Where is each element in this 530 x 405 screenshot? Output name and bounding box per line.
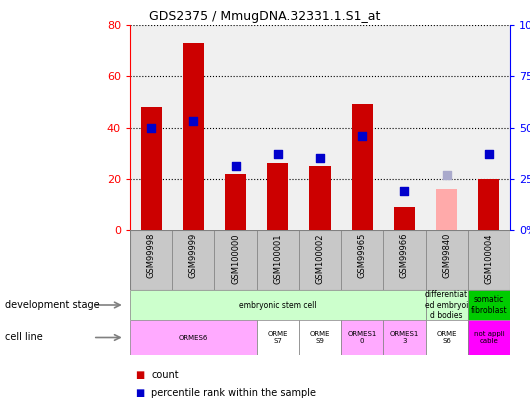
- Text: GDS2375 / MmugDNA.32331.1.S1_at: GDS2375 / MmugDNA.32331.1.S1_at: [149, 10, 381, 23]
- Bar: [426, 290, 468, 320]
- Bar: [341, 320, 383, 355]
- Bar: [426, 320, 468, 355]
- Bar: [299, 320, 341, 355]
- Text: ORME
S7: ORME S7: [268, 331, 288, 344]
- Point: [400, 188, 409, 194]
- Text: ■: ■: [135, 388, 145, 398]
- Bar: [140, 107, 162, 230]
- Text: percentile rank within the sample: percentile rank within the sample: [151, 388, 316, 398]
- Bar: [383, 230, 426, 290]
- Point: [484, 151, 493, 158]
- Point: [147, 124, 155, 131]
- Bar: [436, 189, 457, 230]
- Text: not appli
cable: not appli cable: [473, 331, 504, 344]
- Text: ORME
S6: ORME S6: [436, 331, 457, 344]
- Text: count: count: [151, 370, 179, 380]
- Text: GSM99999: GSM99999: [189, 233, 198, 278]
- Bar: [257, 230, 299, 290]
- Text: ORMES1
0: ORMES1 0: [348, 331, 377, 344]
- Text: GSM99965: GSM99965: [358, 233, 367, 278]
- Text: embryonic stem cell: embryonic stem cell: [239, 301, 316, 309]
- Point: [273, 151, 282, 158]
- Bar: [299, 230, 341, 290]
- Text: GSM100004: GSM100004: [484, 233, 493, 284]
- Point: [443, 171, 451, 178]
- Bar: [225, 174, 246, 230]
- Bar: [130, 230, 172, 290]
- Text: ORMES6: ORMES6: [179, 335, 208, 341]
- Text: ORMES1
3: ORMES1 3: [390, 331, 419, 344]
- Point: [231, 163, 240, 170]
- Bar: [267, 163, 288, 230]
- Text: ■: ■: [135, 370, 145, 380]
- Bar: [172, 230, 215, 290]
- Bar: [352, 104, 373, 230]
- Text: cell line: cell line: [5, 333, 43, 343]
- Point: [358, 132, 366, 139]
- Text: GSM99840: GSM99840: [442, 233, 451, 278]
- Bar: [257, 320, 299, 355]
- Bar: [479, 179, 499, 230]
- Bar: [426, 230, 468, 290]
- Bar: [394, 207, 415, 230]
- Point: [189, 118, 198, 125]
- Text: GSM100000: GSM100000: [231, 233, 240, 284]
- Text: development stage: development stage: [5, 300, 100, 310]
- Text: GSM99998: GSM99998: [147, 233, 156, 278]
- Text: somatic
fibroblast: somatic fibroblast: [471, 295, 507, 315]
- Bar: [130, 320, 257, 355]
- Bar: [468, 320, 510, 355]
- Bar: [383, 320, 426, 355]
- Bar: [310, 166, 331, 230]
- Bar: [468, 230, 510, 290]
- Text: GSM99966: GSM99966: [400, 233, 409, 279]
- Text: differentiat
ed embryoi
d bodies: differentiat ed embryoi d bodies: [425, 290, 469, 320]
- Bar: [215, 230, 257, 290]
- Bar: [341, 230, 383, 290]
- Text: ORME
S9: ORME S9: [310, 331, 330, 344]
- Point: [316, 155, 324, 162]
- Bar: [130, 290, 426, 320]
- Text: GSM100002: GSM100002: [315, 233, 324, 284]
- Text: GSM100001: GSM100001: [273, 233, 282, 284]
- Bar: [468, 290, 510, 320]
- Bar: [183, 43, 204, 230]
